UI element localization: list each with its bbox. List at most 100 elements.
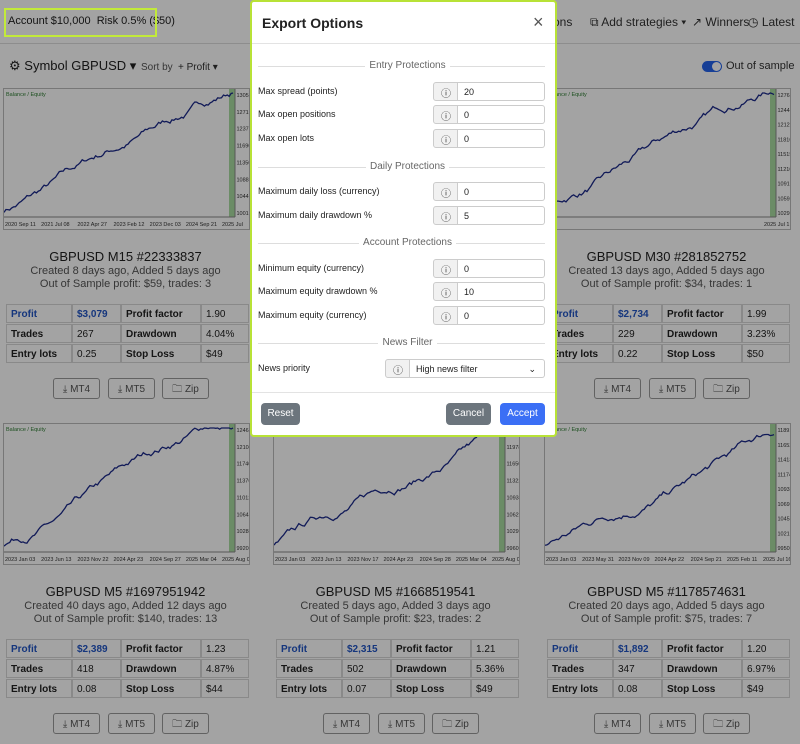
button-label: MT4 — [340, 719, 361, 730]
y-axis-label: 11413 — [778, 458, 791, 464]
chart-svg: Balance / Equity123061197811650113221093… — [274, 424, 519, 563]
export-button[interactable]: 🗀 Zip — [162, 713, 209, 734]
export-button[interactable]: 🗀 Zip — [162, 378, 209, 399]
info-icon: ⓘ — [433, 259, 458, 278]
card-title: GBPUSD M15 #22333837 — [49, 249, 202, 264]
cancel-button[interactable]: Cancel — [446, 403, 491, 425]
export-button[interactable]: 🗀 Zip — [703, 378, 750, 399]
y-axis-label: 9960 — [507, 546, 519, 552]
x-axis-label: 2024 Sep 21 — [186, 222, 217, 228]
stat-label: Profit factor — [391, 639, 471, 658]
export-button[interactable]: ⤓ MT5 — [378, 713, 425, 734]
export-button[interactable]: ⤓ MT5 — [108, 378, 155, 399]
button-label: Zip — [725, 384, 740, 395]
y-axis-label: 10910 — [778, 182, 791, 188]
card-created: Created 13 days ago, Added 5 days ago — [568, 265, 765, 277]
export-button[interactable]: 🗀 Zip — [432, 713, 479, 734]
equity-chart: Balance / Equity 12767 12444 12125 11810 1151… — [544, 88, 791, 230]
stat-value: 0.22 — [613, 344, 662, 363]
icon: ⤓ — [117, 384, 126, 395]
input[interactable]: 20 — [458, 82, 545, 101]
export-button[interactable]: ⤓ MT4 — [53, 378, 100, 399]
x-axis-label: 2023 Dec 03 — [150, 222, 181, 228]
input[interactable]: 0 — [458, 259, 545, 278]
accept-button[interactable]: Accept — [500, 403, 545, 425]
sort-dropdown[interactable]: + Profit ▾ — [178, 62, 218, 73]
stat-label: Entry lots — [6, 679, 72, 698]
field-label: Maximum equity (currency) — [258, 310, 367, 320]
nav-item[interactable]: ↗ Winners — [692, 15, 749, 29]
export-button[interactable]: 🗀 Zip — [703, 713, 750, 734]
export-button[interactable]: ⤓ MT4 — [594, 378, 641, 399]
export-button[interactable]: ⤓ MT4 — [323, 713, 370, 734]
stat-value: 1.21 — [471, 639, 519, 658]
export-button[interactable]: ⤓ MT5 — [649, 713, 696, 734]
stat-label: Stop Loss — [391, 679, 471, 698]
out-of-sample-band — [770, 424, 776, 552]
input-value: 5 — [464, 211, 470, 221]
x-axis-label: 2023 Feb 12 — [114, 222, 145, 228]
symbol-dropdown[interactable]: ⚙ Symbol GBPUSD ▾ — [9, 58, 137, 73]
x-axis-label: 2023 Nov 09 — [618, 557, 649, 563]
stat-label: Drawdown — [121, 659, 201, 678]
select[interactable]: High news filter ⌄ — [410, 359, 545, 378]
export-button[interactable]: ⤓ MT5 — [649, 378, 696, 399]
icon: ⓘ — [393, 366, 403, 377]
button-label: MT5 — [395, 719, 416, 730]
export-button[interactable]: ⤓ MT5 — [108, 713, 155, 734]
y-axis-label: 11740 — [237, 462, 250, 468]
close-button[interactable]: × — [533, 12, 544, 32]
card-oos: Out of Sample profit: $34, trades: 1 — [580, 278, 753, 290]
export-button[interactable]: ⤓ MT4 — [53, 713, 100, 734]
nav-item[interactable]: ⧉ Add strategies ▾ — [590, 15, 687, 29]
nav-item[interactable]: ◷ Latest — [748, 15, 795, 29]
x-axis-label: 2024 Sep 28 — [420, 557, 451, 563]
y-axis-label: 11690 — [237, 144, 250, 150]
stat-label: Trades — [547, 659, 613, 678]
stat-value: 0.25 — [72, 344, 121, 363]
info-icon: ⓘ — [433, 82, 458, 101]
equity-line — [545, 433, 775, 546]
input[interactable]: 0 — [458, 182, 545, 201]
toggle-label: Out of sample — [726, 60, 795, 72]
input[interactable]: 0 — [458, 129, 545, 148]
icon: ⤓ — [387, 719, 396, 730]
info-icon: ⓘ — [433, 206, 458, 225]
stat-value: $49 — [742, 679, 790, 698]
input-value: 0 — [464, 134, 470, 144]
icon: ⤓ — [62, 384, 71, 395]
input[interactable]: 0 — [458, 306, 545, 325]
y-axis-label: 10880 — [237, 177, 250, 183]
stat-label: Profit factor — [662, 639, 742, 658]
reset-button[interactable]: Reset — [261, 403, 300, 425]
x-axis-label: 2025 Aug 05 — [492, 557, 519, 563]
stat-label: Profit — [547, 639, 613, 658]
toggle[interactable] — [702, 61, 722, 72]
y-axis-label: 10440 — [237, 194, 250, 200]
input[interactable]: 5 — [458, 206, 545, 225]
y-axis-label: 12767 — [778, 93, 791, 99]
button-label: MT4 — [70, 719, 91, 730]
y-axis-label: 12125 — [778, 123, 791, 129]
input[interactable]: 0 — [458, 105, 545, 124]
divider — [252, 392, 555, 393]
icon: ⤓ — [603, 384, 612, 395]
button-label: MT5 — [125, 384, 146, 395]
button-label: MT5 — [666, 719, 687, 730]
stat-value: 1.90 — [201, 304, 249, 323]
x-axis-label: 2025 Jul 16 — [763, 557, 790, 563]
export-button[interactable]: ⤓ MT4 — [594, 713, 641, 734]
nav-item[interactable]: ons — [553, 15, 573, 29]
field-label: Maximum daily drawdown % — [258, 210, 373, 220]
x-axis-label: 2023 Nov 22 — [77, 557, 108, 563]
stat-value: $49 — [201, 344, 249, 363]
input[interactable]: 10 — [458, 282, 545, 301]
x-axis-label: 2025 Aug 0 — [222, 557, 249, 563]
chart-legend: Balance / Equity — [547, 92, 587, 98]
stat-label: Entry lots — [6, 344, 72, 363]
x-axis-label: 2025 Mar 04 — [456, 557, 487, 563]
stat-value: 5.36% — [471, 659, 519, 678]
info-icon: ⓘ — [433, 282, 458, 301]
button-label: MT4 — [611, 384, 632, 395]
y-axis-label: 10457 — [778, 517, 791, 523]
